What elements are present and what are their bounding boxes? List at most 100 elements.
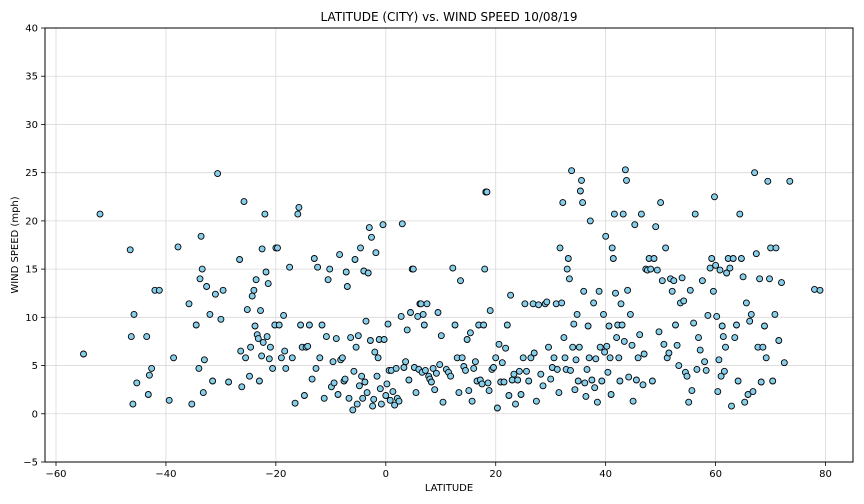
data-point: [746, 317, 754, 325]
data-point: [811, 285, 818, 293]
data-point: [701, 358, 709, 366]
data-point: [282, 364, 290, 372]
data-point: [714, 388, 722, 396]
data-point: [572, 356, 580, 364]
data-point: [466, 329, 474, 337]
data-point: [498, 359, 506, 367]
data-point: [583, 365, 591, 373]
data-point: [747, 310, 755, 318]
data-point: [294, 210, 302, 218]
data-point: [395, 397, 403, 405]
data-point: [199, 389, 207, 397]
data-point: [505, 392, 513, 399]
data-point: [741, 398, 749, 406]
data-point: [281, 347, 289, 355]
data-point: [80, 350, 87, 358]
data-point: [439, 398, 447, 406]
data-point: [486, 307, 494, 315]
data-point: [648, 377, 656, 385]
y-axis-label: WIND SPEED (mph): [10, 196, 21, 293]
data-point: [405, 376, 413, 384]
data-point: [263, 333, 271, 341]
data-point: [764, 177, 772, 185]
data-point: [274, 244, 281, 252]
data-point: [468, 397, 476, 405]
data-point: [521, 300, 529, 308]
data-point: [769, 377, 777, 385]
data-point: [259, 338, 267, 346]
data-point: [209, 377, 217, 385]
data-point: [471, 358, 479, 366]
data-point: [462, 366, 469, 374]
data-point: [598, 377, 606, 385]
y-tick-label: 15: [25, 265, 38, 276]
data-point: [678, 274, 686, 282]
data-point: [347, 334, 355, 342]
data-point: [240, 198, 248, 206]
data-point: [126, 246, 134, 254]
data-point: [652, 223, 660, 231]
data-point: [550, 354, 558, 362]
data-point: [595, 287, 603, 295]
data-point: [780, 359, 788, 367]
data-point: [555, 389, 563, 397]
data-point: [324, 276, 332, 284]
data-point: [200, 356, 208, 364]
x-tick-label: −60: [45, 469, 66, 480]
x-tick-label: 0: [383, 469, 389, 480]
data-point: [392, 364, 400, 372]
data-point: [772, 244, 780, 252]
data-point: [258, 245, 266, 253]
x-tick-label: 40: [599, 469, 612, 480]
data-point: [503, 321, 511, 329]
data-point: [492, 354, 500, 362]
data-point: [585, 354, 593, 362]
data-point: [451, 321, 459, 329]
data-point: [603, 342, 611, 350]
data-point: [737, 255, 745, 262]
data-point: [722, 343, 729, 351]
data-point: [248, 292, 256, 300]
data-point: [530, 349, 538, 357]
data-point: [665, 349, 673, 357]
data-point: [515, 367, 523, 375]
data-point: [525, 377, 533, 385]
data-point: [297, 321, 305, 329]
data-point: [500, 378, 508, 386]
data-point: [728, 402, 735, 410]
data-point: [363, 389, 371, 397]
data-point: [332, 335, 340, 343]
data-point: [636, 331, 644, 339]
data-point: [695, 334, 702, 342]
data-point: [447, 372, 455, 380]
data-point: [604, 368, 612, 376]
data-point: [564, 255, 572, 262]
data-point: [214, 170, 222, 178]
data-point: [545, 343, 552, 351]
data-point: [417, 300, 425, 308]
data-point: [706, 264, 714, 272]
data-point: [432, 369, 440, 377]
data-point: [612, 289, 619, 297]
data-point: [355, 382, 363, 390]
data-point: [206, 310, 214, 318]
data-point: [751, 169, 759, 177]
data-point: [217, 315, 225, 323]
data-point: [609, 255, 617, 262]
data-point: [673, 341, 681, 349]
data-point: [618, 321, 626, 329]
x-tick-label: 80: [819, 469, 832, 480]
data-point: [242, 354, 250, 362]
data-point: [421, 366, 429, 374]
data-point: [371, 348, 379, 356]
data-point: [558, 299, 566, 307]
data-point: [409, 265, 417, 273]
data-point: [351, 256, 359, 263]
data-point: [757, 378, 765, 386]
data-point: [420, 321, 428, 329]
data-point: [629, 397, 637, 405]
data-point: [165, 396, 173, 404]
data-point: [291, 399, 299, 407]
data-point: [575, 343, 583, 351]
